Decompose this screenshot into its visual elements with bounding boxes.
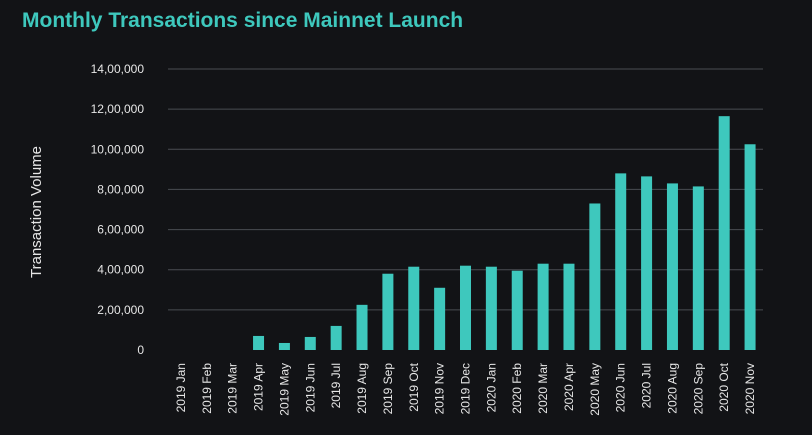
bar [382, 273, 394, 350]
x-tick-label: 2019 May [277, 363, 291, 416]
x-tick-label: 2019 Nov [433, 363, 447, 414]
bar [485, 266, 497, 350]
y-tick-label: 10,00,000 [91, 142, 145, 156]
bar [615, 173, 627, 350]
y-tick-label: 12,00,000 [91, 102, 145, 116]
x-tick-label: 2020 Jan [484, 363, 498, 412]
chart-title: Monthly Transactions since Mainnet Launc… [22, 9, 464, 32]
bar [330, 325, 342, 350]
bar [718, 116, 730, 351]
bar [692, 186, 704, 350]
bar [253, 335, 265, 350]
x-tick-label: 2020 Oct [717, 362, 731, 411]
y-axis-ticks: 0 2,00,000 4,00,000 6,00,000 8,00,000 10,00,0… [91, 62, 145, 357]
x-tick-label: 2020 Apr [562, 363, 576, 411]
bars [253, 116, 756, 351]
x-tick-label: 2020 Mar [536, 363, 550, 414]
bar [356, 304, 368, 350]
bar [563, 263, 575, 350]
y-tick-label: 14,00,000 [91, 62, 145, 76]
bar [434, 287, 446, 350]
x-tick-label: 2019 Aug [355, 363, 369, 414]
bar [641, 176, 653, 350]
x-tick-label: 2019 Oct [407, 362, 421, 411]
x-axis-ticks: 2019 Jan 2019 Feb 2019 Mar 2019 Apr 2019 May… [174, 362, 757, 415]
x-tick-label: 2019 Feb [200, 363, 214, 414]
bar [408, 266, 420, 350]
x-tick-label: 2020 Feb [510, 363, 524, 414]
y-tick-label: 4,00,000 [97, 263, 144, 277]
x-tick-label: 2020 Jun [614, 363, 628, 412]
bar [589, 203, 601, 350]
x-tick-label: 2019 Sep [381, 363, 395, 415]
bar [744, 144, 756, 350]
x-tick-label: 2019 Apr [252, 363, 266, 411]
y-tick-label: 6,00,000 [97, 223, 144, 237]
bar [460, 265, 471, 350]
y-tick-label: 2,00,000 [97, 303, 144, 317]
x-tick-label: 2020 Sep [691, 363, 705, 415]
bar [304, 336, 316, 350]
x-tick-label: 2019 Jun [303, 363, 317, 412]
bar [511, 270, 523, 350]
x-tick-label: 2020 Nov [743, 363, 757, 414]
x-tick-label: 2019 Dec [459, 363, 473, 414]
x-tick-label: 2020 Jul [640, 363, 654, 408]
x-tick-label: 2019 Jan [174, 363, 188, 412]
x-tick-label: 2019 Mar [226, 363, 240, 414]
x-tick-label: 2020 Aug [665, 363, 679, 414]
y-tick-label: 8,00,000 [97, 182, 144, 196]
x-tick-label: 2019 Jul [329, 363, 343, 408]
bar [666, 183, 678, 350]
y-tick-label: 0 [137, 343, 144, 357]
bar [537, 263, 549, 350]
y-axis-label: Transaction Volume [28, 146, 45, 278]
bar [278, 342, 290, 350]
x-tick-label: 2020 May [588, 363, 602, 416]
